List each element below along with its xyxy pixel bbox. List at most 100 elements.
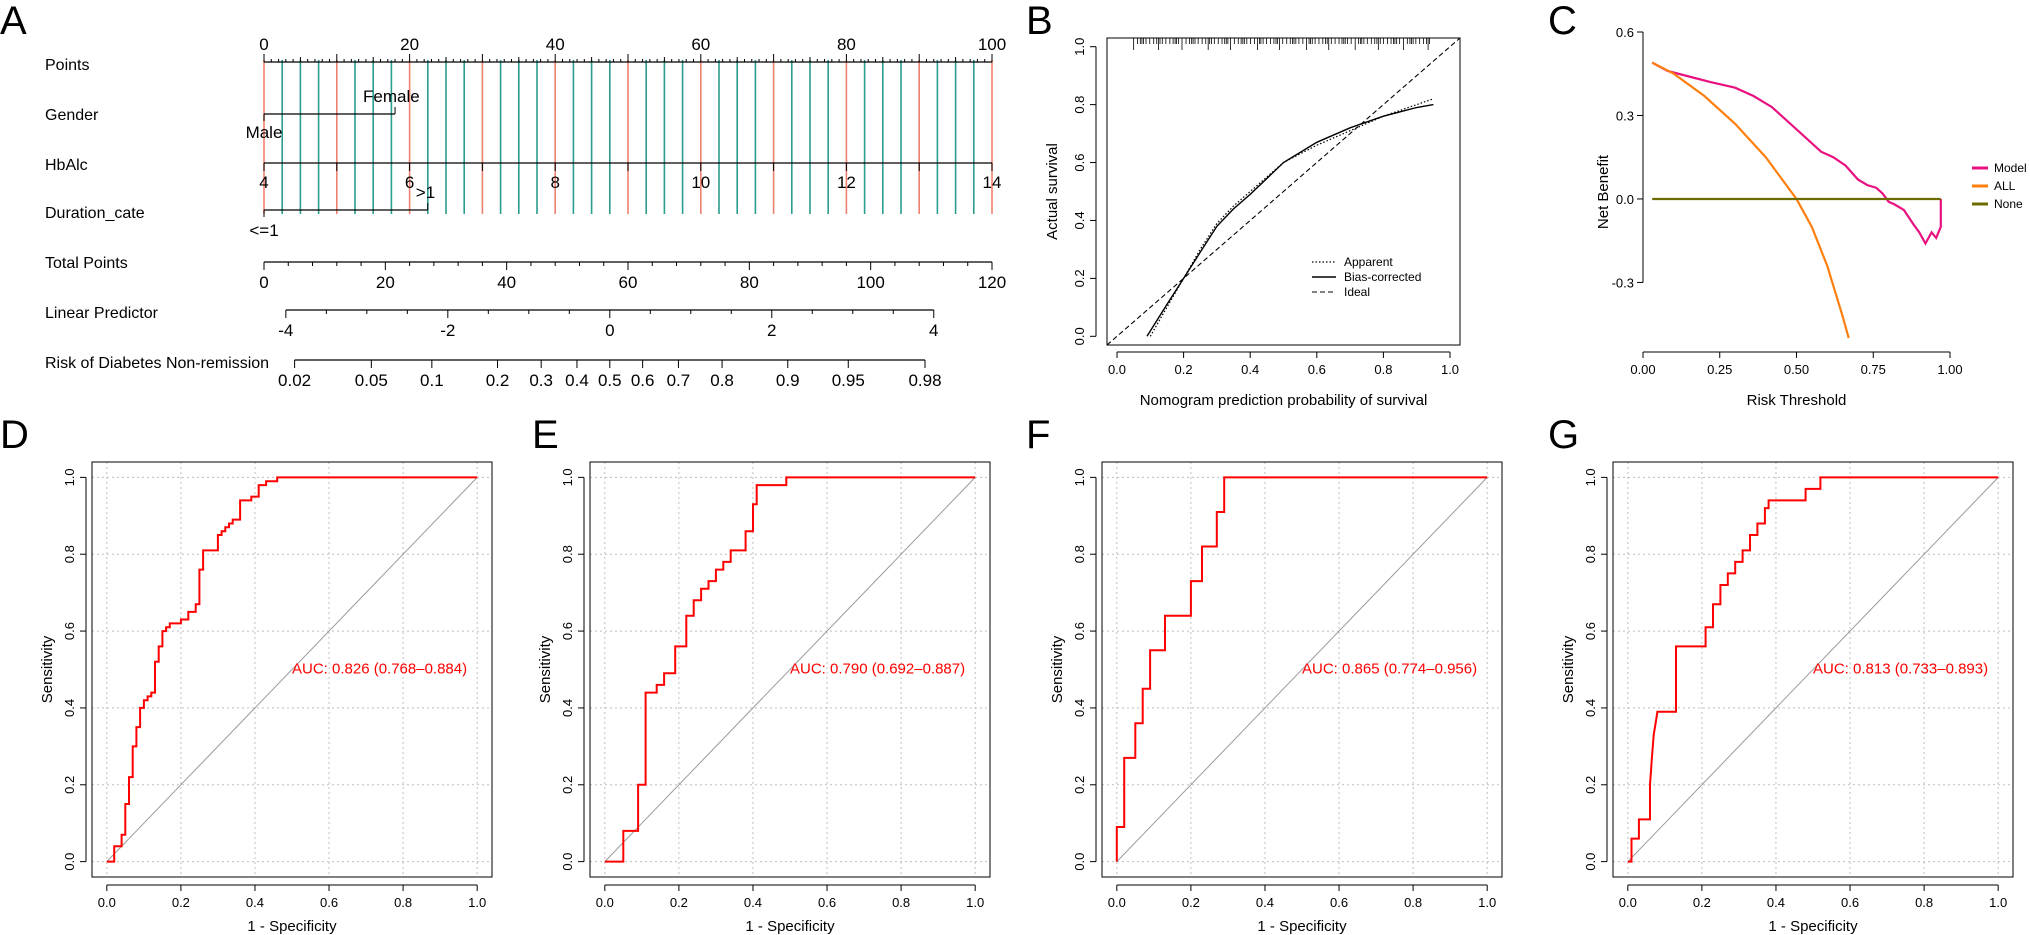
roc-plot-d: 0.0 0.2 0.4 0.6 0.8 1.0 0.0 0.2 0.4 0.6 0.8 1.0 1 - … (39, 461, 493, 935)
y-tick-label: 1.0 (62, 468, 77, 486)
x-tick-label: 0.0 (1108, 895, 1126, 910)
y-tick-label: 0.8 (1072, 96, 1087, 114)
y-tick-label: 0.0 (560, 853, 575, 871)
x-axis-title: Nomogram prediction probability of survi… (1140, 392, 1428, 409)
y-axis-title: Sensitivity (1049, 635, 1066, 703)
x-tick-label: 0.8 (1404, 895, 1422, 910)
row-label-total-points: Total Points (45, 255, 128, 272)
total-points-tick-label: 120 (978, 273, 1006, 292)
total-points-tick-label: 80 (740, 273, 759, 292)
y-tick-label: 0.8 (62, 545, 77, 563)
plot-frame (1101, 461, 1503, 878)
x-tick-label: 0.0 (596, 895, 614, 910)
total-points-tick-label: 60 (619, 273, 638, 292)
x-tick-label: 0.2 (172, 895, 190, 910)
linear-predictor-tick-label: 4 (929, 321, 938, 340)
y-tick-label: -0.3 (1612, 275, 1634, 290)
total-points-tick-label: 0 (259, 273, 268, 292)
nomogram: Points Gender HbAlc Duration_cate Total … (45, 35, 1006, 390)
x-tick-label: 0.4 (744, 895, 762, 910)
x-tick-label: 0.8 (1915, 895, 1933, 910)
y-tick-label: 0.0 (1072, 327, 1087, 345)
points-tick-label: 20 (400, 35, 419, 54)
y-axis-title: Actual survival (1044, 143, 1061, 240)
legend-label: Apparent (1344, 255, 1393, 269)
y-tick-label: 0.8 (1072, 545, 1087, 563)
panel-letter-e: E (532, 413, 559, 457)
legend-label: Model (1994, 161, 2027, 175)
panel-letter-c: C (1548, 0, 1577, 43)
y-tick-label: 0.2 (62, 776, 77, 794)
points-tick-label: 80 (837, 35, 856, 54)
linear-predictor-tick-label: 0 (605, 321, 614, 340)
points-tick-label: 60 (691, 35, 710, 54)
y-tick-label: 0.2 (1072, 269, 1087, 287)
y-tick-label: 0.4 (1072, 211, 1087, 229)
y-axis-title: Sensitivity (1560, 635, 1577, 703)
duration-label-le1: <=1 (249, 221, 278, 240)
legend-label: None (1994, 197, 2023, 211)
risk-tick-label: 0.98 (908, 371, 941, 390)
y-tick-label: 0.0 (1616, 192, 1634, 207)
duration-label-gt1: >1 (416, 183, 435, 202)
legend: Model ALL None (1972, 161, 2027, 211)
diagonal-reference (1116, 477, 1488, 862)
auc-label: AUC: 0.865 (0.774–0.956) (1302, 660, 1477, 677)
plot-frame (91, 461, 493, 878)
hba1c-tick-label: 4 (259, 173, 268, 192)
series-all (1651, 61, 1850, 339)
y-axis-title: Sensitivity (39, 635, 56, 703)
y-tick-label: 0.0 (62, 853, 77, 871)
panel-letter-d: D (0, 413, 29, 457)
x-tick-label: 0.6 (1841, 895, 1859, 910)
panel-letter-a: A (0, 0, 27, 43)
risk-tick-label: 0.1 (420, 371, 444, 390)
legend-label: ALL (1994, 179, 2016, 193)
y-tick-label: 0.0 (1072, 853, 1087, 871)
y-axis-title: Sensitivity (537, 635, 554, 703)
x-tick-label: 0.8 (1374, 362, 1392, 377)
y-tick-label: 0.0 (1583, 853, 1598, 871)
hba1c-tick-label: 10 (691, 173, 710, 192)
roc-curve (1115, 476, 1488, 862)
roc-plot-e: 0.0 0.2 0.4 0.6 0.8 1.0 0.0 0.2 0.4 0.6 0.8 1.0 1 - … (537, 461, 991, 935)
hba1c-tick-label: 8 (550, 173, 559, 192)
linear-predictor-tick-label: -4 (278, 321, 293, 340)
diagonal-reference (604, 477, 976, 862)
y-tick-label: 0.6 (1072, 153, 1087, 171)
y-tick-label: 0.2 (1583, 776, 1598, 794)
risk-tick-label: 0.02 (278, 371, 311, 390)
y-axis-title: Net Benefit (1595, 154, 1612, 229)
x-tick-label: 1.0 (1478, 895, 1496, 910)
risk-tick-label: 0.05 (355, 371, 388, 390)
y-tick-label: 0.4 (560, 699, 575, 717)
risk-tick-label: 0.95 (832, 371, 865, 390)
x-tick-label: 1.0 (1989, 895, 2007, 910)
series-model (1651, 61, 1942, 246)
y-tick-label: 0.2 (560, 776, 575, 794)
y-tick-label: 1.0 (1583, 468, 1598, 486)
panel-letter-f: F (1026, 413, 1050, 457)
hba1c-tick-label: 14 (983, 173, 1002, 192)
y-tick-label: 0.6 (560, 622, 575, 640)
auc-label: AUC: 0.826 (0.768–0.884) (292, 660, 467, 677)
x-tick-label: 0.0 (1619, 895, 1637, 910)
x-axis-title: 1 - Specificity (247, 918, 337, 935)
legend-label: Ideal (1344, 285, 1370, 299)
y-tick-label: 1.0 (1072, 38, 1087, 56)
series-apparent (1149, 98, 1434, 337)
roc-plot-g: 0.0 0.2 0.4 0.6 0.8 1.0 0.0 0.2 0.4 0.6 0.8 1.0 1 - … (1560, 461, 2014, 935)
rug-marks (1133, 38, 1431, 50)
linear-predictor-tick-label: 2 (767, 321, 776, 340)
points-tick-label: 100 (978, 35, 1006, 54)
roc-curve (106, 476, 478, 863)
risk-tick-label: 0.3 (529, 371, 553, 390)
plot-frame (589, 461, 991, 878)
row-label-gender: Gender (45, 107, 99, 124)
panel-letter-g: G (1548, 413, 1579, 457)
risk-tick-label: 0.8 (710, 371, 734, 390)
x-tick-label: 1.0 (1441, 362, 1459, 377)
risk-tick-label: 0.2 (486, 371, 510, 390)
